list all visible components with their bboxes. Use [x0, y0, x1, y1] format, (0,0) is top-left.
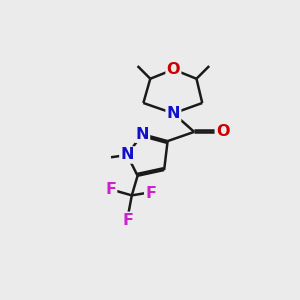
- Text: F: F: [123, 213, 134, 228]
- Text: N: N: [120, 148, 134, 163]
- Text: O: O: [167, 62, 180, 77]
- Text: N: N: [136, 127, 149, 142]
- Text: O: O: [216, 124, 229, 140]
- Text: N: N: [167, 106, 180, 121]
- Text: F: F: [145, 186, 156, 201]
- Text: F: F: [105, 182, 116, 197]
